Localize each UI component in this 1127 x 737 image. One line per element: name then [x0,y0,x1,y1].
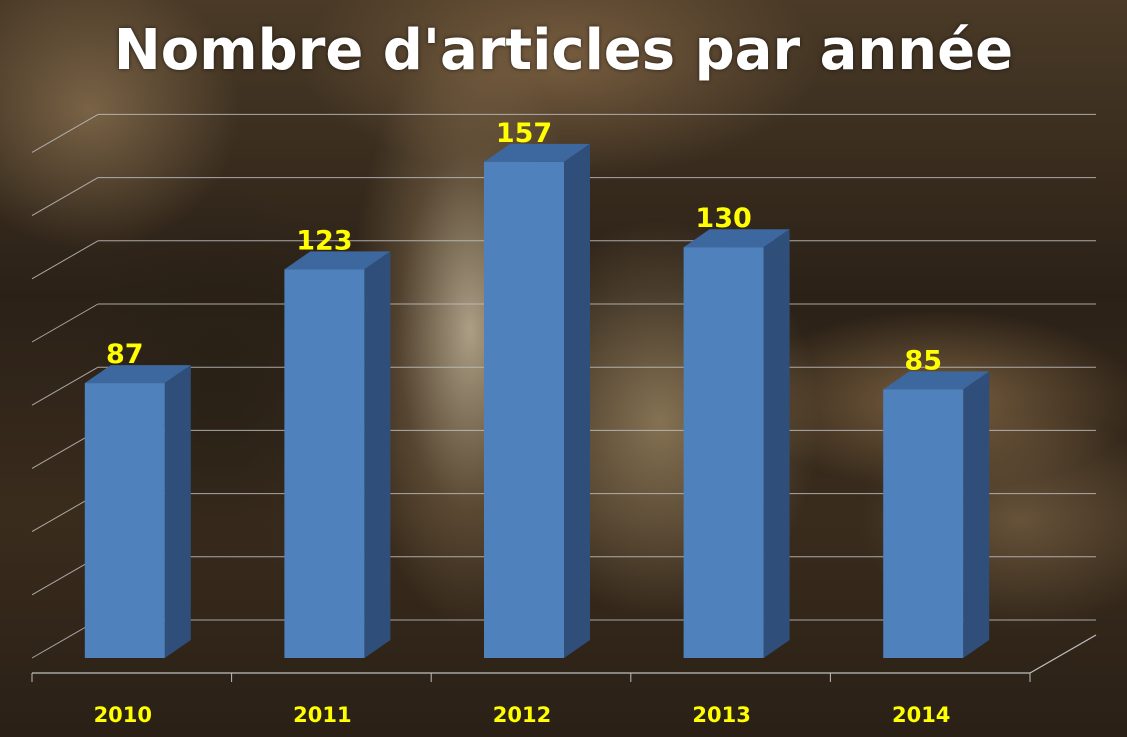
x-tick-label: 2013 [692,703,750,727]
bar [683,247,764,658]
gridline-wall [31,303,99,343]
gridline-wall [31,177,99,217]
bar-side [963,371,990,658]
gridline-wall [31,366,99,406]
bar [284,269,365,658]
x-tick-label: 2011 [293,703,351,727]
data-label: 157 [496,118,552,149]
bar [484,161,564,658]
bar-side [164,365,191,658]
x-tick-label: 2012 [493,703,551,727]
bar-top [683,229,790,248]
chart-title: Nombre d'articles par année [113,18,1014,83]
data-label: 123 [296,225,352,256]
bar [883,389,964,658]
bar-top [484,143,590,162]
bar-side [763,229,790,658]
bar [84,383,165,658]
x-tick-label: 2014 [892,703,950,727]
gridline-wall [31,240,99,280]
data-label: 85 [904,345,942,376]
data-label: 87 [106,339,144,370]
bar-side [364,251,391,658]
x-tick-label: 2010 [94,703,152,727]
bar-side [564,143,590,658]
bar-top [883,371,990,390]
gridline-wall [31,113,99,153]
bar-top [284,251,391,270]
bar-top [84,365,191,384]
data-label: 130 [695,203,751,234]
